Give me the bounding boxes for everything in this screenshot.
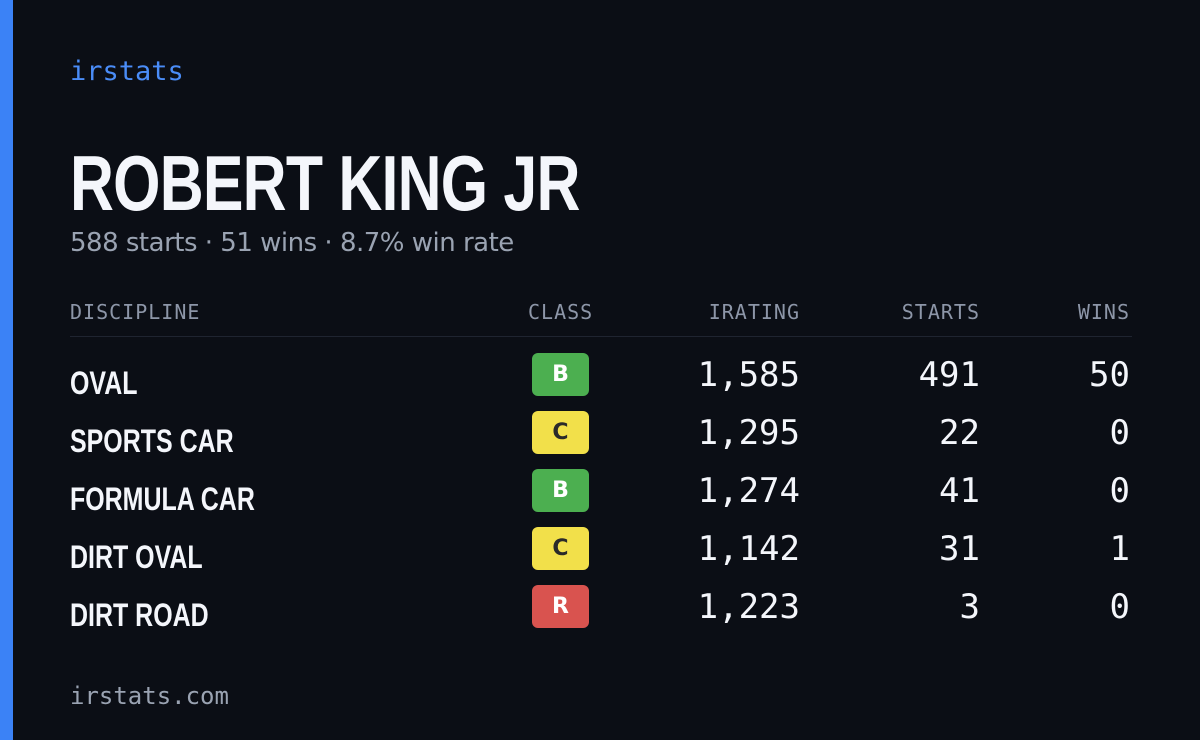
brand-logo[interactable]: irstats <box>70 56 184 87</box>
discipline-name: SPORTS CAR <box>70 423 234 459</box>
header-starts: STARTS <box>901 300 980 324</box>
class-badge: C <box>532 411 589 454</box>
table-row: DIRT OVAL C 1,142 31 1 <box>70 527 1132 585</box>
irating-value: 1,223 <box>697 587 800 627</box>
starts-value: 31 <box>939 529 980 569</box>
table-header: DISCIPLINE CLASS IRATING STARTS WINS <box>70 298 1132 337</box>
wins-value: 0 <box>1109 471 1130 511</box>
irating-value: 1,274 <box>697 471 800 511</box>
accent-bar <box>0 0 13 740</box>
driver-name: ROBERT KING JR <box>70 139 580 227</box>
discipline-table: DISCIPLINE CLASS IRATING STARTS WINS OVA… <box>70 298 1132 643</box>
class-badge: R <box>532 585 589 628</box>
table-row: DIRT ROAD R 1,223 3 0 <box>70 585 1132 643</box>
header-class: CLASS <box>528 300 594 324</box>
starts-value: 22 <box>939 413 980 453</box>
class-badge: B <box>532 353 589 396</box>
starts-value: 41 <box>939 471 980 511</box>
table-body: OVAL B 1,585 491 50 SPORTS CAR C 1,295 2… <box>70 337 1132 643</box>
discipline-name: DIRT ROAD <box>70 597 209 633</box>
discipline-name: OVAL <box>70 365 138 401</box>
header-irating: IRATING <box>708 300 800 324</box>
discipline-name: FORMULA CAR <box>70 481 255 517</box>
class-badge: B <box>532 469 589 512</box>
discipline-name: DIRT OVAL <box>70 539 203 575</box>
class-badge: C <box>532 527 589 570</box>
wins-value: 0 <box>1109 413 1130 453</box>
driver-summary: 588 starts · 51 wins · 8.7% win rate <box>70 228 514 258</box>
table-row: FORMULA CAR B 1,274 41 0 <box>70 469 1132 527</box>
irating-value: 1,295 <box>697 413 800 453</box>
wins-value: 50 <box>1089 355 1130 395</box>
wins-value: 1 <box>1109 529 1130 569</box>
footer-url[interactable]: irstats.com <box>70 682 229 710</box>
irating-value: 1,142 <box>697 529 800 569</box>
header-discipline: DISCIPLINE <box>70 300 201 324</box>
irating-value: 1,585 <box>697 355 800 395</box>
starts-value: 3 <box>959 587 980 627</box>
starts-value: 491 <box>918 355 980 395</box>
wins-value: 0 <box>1109 587 1130 627</box>
header-wins: WINS <box>1077 300 1130 324</box>
table-row: SPORTS CAR C 1,295 22 0 <box>70 411 1132 469</box>
table-row: OVAL B 1,585 491 50 <box>70 353 1132 411</box>
